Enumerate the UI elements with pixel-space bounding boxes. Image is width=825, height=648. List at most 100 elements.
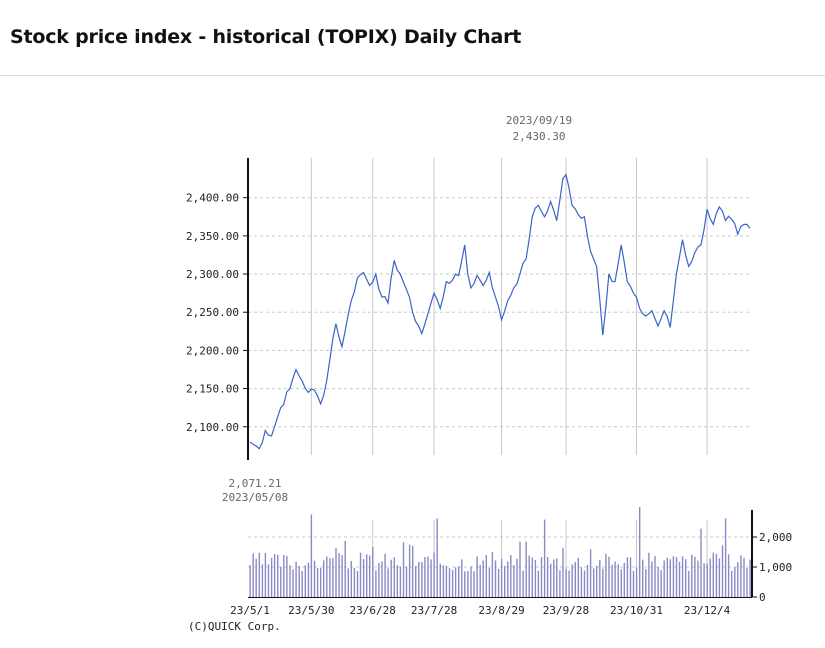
volume-bar: [645, 569, 647, 597]
volume-bar: [743, 557, 745, 597]
date-tick-label: 23/9/28: [543, 604, 589, 617]
volume-bar: [709, 558, 711, 597]
volume-bar: [273, 554, 276, 597]
volume-bar: [629, 557, 632, 597]
price-tick-label: 2,150.00: [186, 383, 239, 396]
volume-bar: [412, 546, 414, 597]
volume-bar: [258, 552, 260, 597]
volume-bar: [531, 557, 533, 597]
volume-bar: [721, 545, 724, 597]
page-title: Stock price index - historical (TOPIX) D…: [10, 26, 522, 48]
volume-bar: [292, 569, 294, 597]
date-tick-label: 23/7/28: [411, 604, 457, 617]
volume-bar: [473, 571, 475, 597]
volume-bar: [329, 558, 331, 597]
volume-bar: [586, 565, 589, 597]
high-date-label: 2023/09/19: [506, 114, 572, 127]
volume-bar: [731, 570, 733, 597]
volume-bar: [589, 549, 592, 597]
volume-bar: [635, 567, 638, 597]
volume-bar: [267, 564, 270, 597]
volume-bar: [620, 569, 622, 597]
volume-bar: [678, 561, 681, 597]
volume-bar: [608, 556, 610, 597]
volume-bar: [249, 565, 251, 597]
volume-bar: [359, 552, 362, 597]
volume-bar: [467, 571, 469, 597]
volume-bar: [734, 567, 736, 597]
volume-bar: [691, 554, 693, 597]
volume-bar: [737, 562, 739, 597]
volume-bars: [249, 507, 751, 597]
volume-bar: [697, 560, 699, 597]
volume-bar: [642, 559, 644, 597]
volume-bar: [338, 552, 340, 597]
price-line: [249, 173, 751, 450]
volume-bar: [599, 560, 601, 597]
volume-axis-labels: 0 1,000 2,000: [759, 531, 792, 604]
volume-bar: [408, 544, 411, 597]
volume-bar: [580, 567, 583, 597]
volume-bar: [436, 518, 438, 597]
volume-bar: [350, 560, 352, 597]
volume-bar: [479, 564, 481, 597]
volume-bar: [513, 565, 515, 597]
volume-bar: [562, 547, 564, 597]
volume-bar: [286, 555, 288, 597]
volume-bar: [387, 568, 389, 597]
date-tick-label: 23/12/4: [684, 604, 731, 617]
volume-bar: [543, 519, 546, 597]
volume-bar: [261, 564, 264, 597]
volume-bar: [280, 566, 282, 597]
volume-bar: [724, 518, 727, 597]
volume-bar: [341, 555, 343, 597]
volume-bar: [320, 568, 322, 597]
volume-bar: [424, 557, 426, 597]
volume-bar: [516, 558, 518, 597]
volume-bar: [405, 566, 408, 597]
volume-tick-label: 2,000: [759, 531, 792, 544]
volume-bar: [347, 568, 349, 597]
volume-bar: [559, 570, 561, 597]
volume-bar: [685, 559, 687, 597]
volume-bar: [451, 569, 454, 597]
volume-bar: [657, 567, 659, 597]
chart-gridlines: [248, 158, 752, 597]
volume-bar: [507, 561, 509, 597]
volume-bar: [712, 552, 714, 597]
volume-bar: [356, 571, 359, 597]
volume-bar: [458, 566, 460, 597]
volume-bar: [632, 570, 635, 597]
volume-bar: [378, 563, 380, 597]
volume-bar: [461, 559, 463, 597]
volume-bar: [264, 553, 267, 597]
volume-bar: [525, 541, 527, 597]
price-tick-label: 2,200.00: [186, 344, 239, 357]
price-axis-labels: 2,100.00 2,150.00 2,200.00 2,250.00 2,300.00…: [186, 192, 239, 434]
volume-bar: [375, 570, 377, 597]
date-tick-label: 23/5/1: [230, 604, 270, 617]
volume-bar: [663, 560, 665, 597]
volume-bar: [366, 554, 368, 597]
volume-bar: [482, 560, 484, 597]
volume-bar: [688, 570, 690, 597]
price-tick-label: 2,100.00: [186, 421, 239, 434]
volume-bar: [700, 528, 702, 597]
volume-bar: [313, 560, 316, 597]
volume-bar: [519, 541, 521, 597]
volume-bar: [362, 559, 365, 597]
volume-bar: [740, 555, 742, 597]
volume-bar: [571, 564, 573, 597]
volume-bar: [626, 557, 629, 597]
volume-bar: [565, 568, 567, 597]
volume-bar: [304, 565, 306, 597]
volume-bar: [614, 561, 616, 597]
volume-bar: [718, 558, 721, 597]
volume-bar: [715, 553, 718, 597]
volume-bar: [537, 570, 540, 597]
volume-bar: [727, 554, 730, 597]
high-value-label: 2,430.30: [513, 130, 566, 143]
volume-bar: [418, 561, 420, 597]
volume-tick-label: 0: [759, 591, 766, 604]
volume-bar: [430, 559, 432, 597]
